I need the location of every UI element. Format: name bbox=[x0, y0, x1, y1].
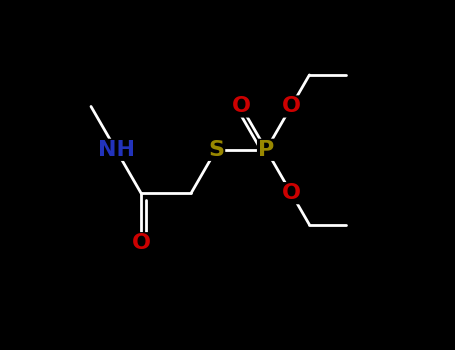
Text: NH: NH bbox=[97, 140, 135, 160]
Text: S: S bbox=[208, 140, 224, 160]
Text: P: P bbox=[258, 140, 274, 160]
Text: O: O bbox=[131, 233, 151, 253]
Text: O: O bbox=[282, 97, 301, 117]
Text: O: O bbox=[282, 183, 301, 203]
Text: O: O bbox=[232, 97, 251, 117]
